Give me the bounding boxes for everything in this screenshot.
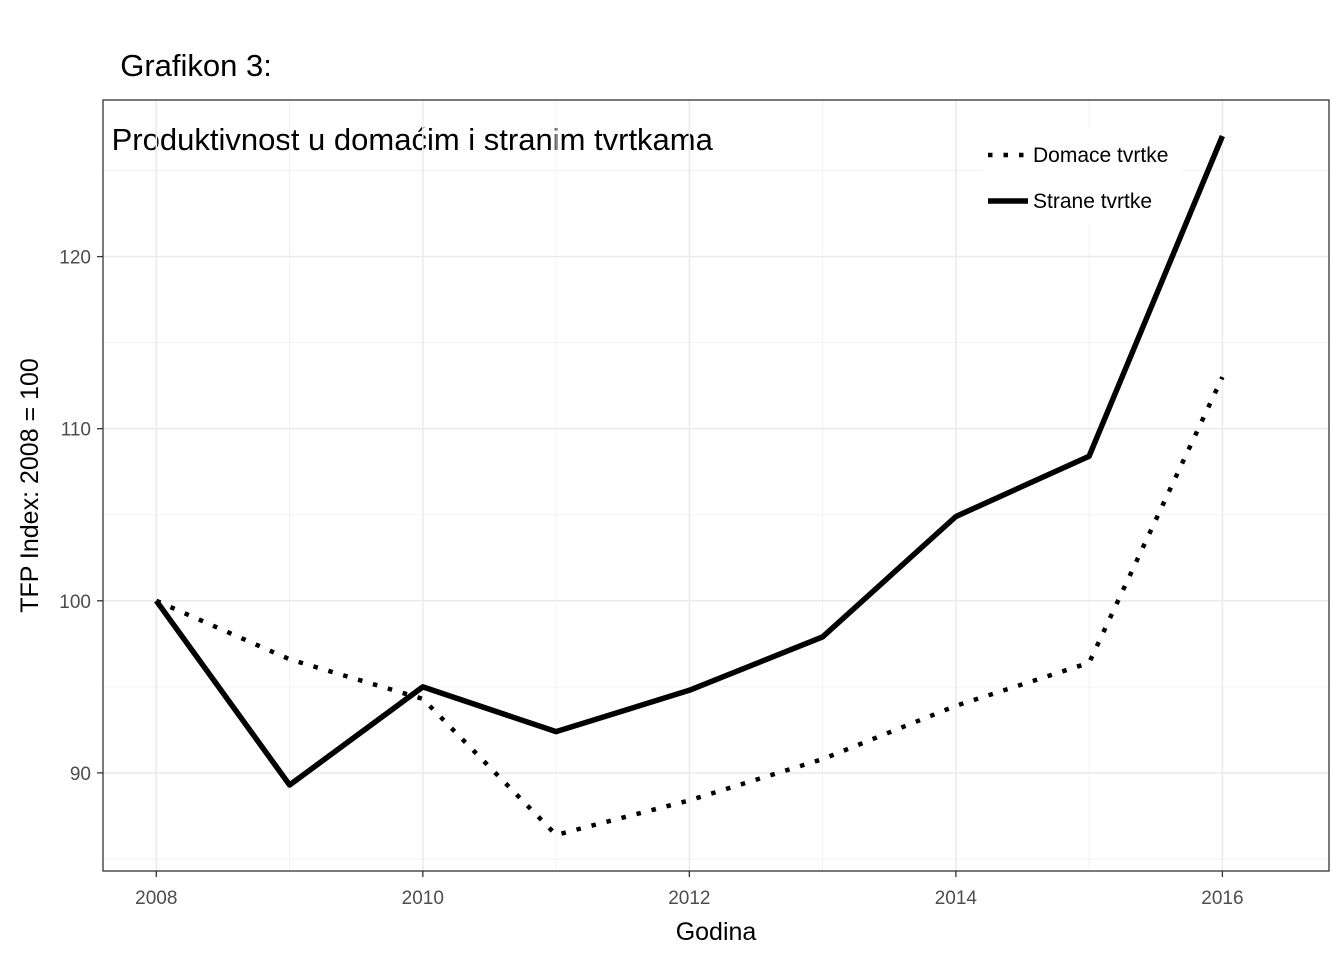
legend-label-1: Domace tvrtke bbox=[1033, 144, 1168, 167]
plot-panel-border bbox=[102, 99, 1330, 872]
chart-subtitle: Produktivnost u domaćim i stranim tvrtka… bbox=[103, 122, 713, 157]
legend: Domace tvrtke Strane tvrtke bbox=[982, 129, 1182, 223]
x-tick-label: 2008 bbox=[135, 888, 177, 909]
legend-background bbox=[982, 129, 1182, 223]
x-tick-label: 2012 bbox=[668, 888, 710, 909]
axes: 2008 2010 2012 2014 2016 90 100 110 120 bbox=[59, 248, 1243, 909]
legend-label-2: Strane tvrtke bbox=[1033, 190, 1152, 213]
chart-title: Grafikon 3: Produktivnost u domaćim i st… bbox=[103, 10, 713, 195]
series-lines bbox=[154, 135, 1225, 838]
x-axis-title: Godina bbox=[676, 918, 757, 946]
series-line-2 bbox=[154, 135, 1225, 788]
y-axis-title: TFP Index: 2008 = 100 bbox=[16, 358, 44, 613]
y-tick-label: 90 bbox=[70, 764, 91, 785]
chart-title-line: Grafikon 3: bbox=[120, 48, 272, 83]
y-tick-label: 110 bbox=[61, 420, 91, 441]
x-tick-label: 2010 bbox=[402, 888, 444, 909]
x-tick-label: 2014 bbox=[935, 888, 978, 909]
y-tick-label: 100 bbox=[59, 592, 91, 613]
y-tick-label: 120 bbox=[59, 248, 91, 269]
x-tick-label: 2016 bbox=[1201, 888, 1243, 909]
